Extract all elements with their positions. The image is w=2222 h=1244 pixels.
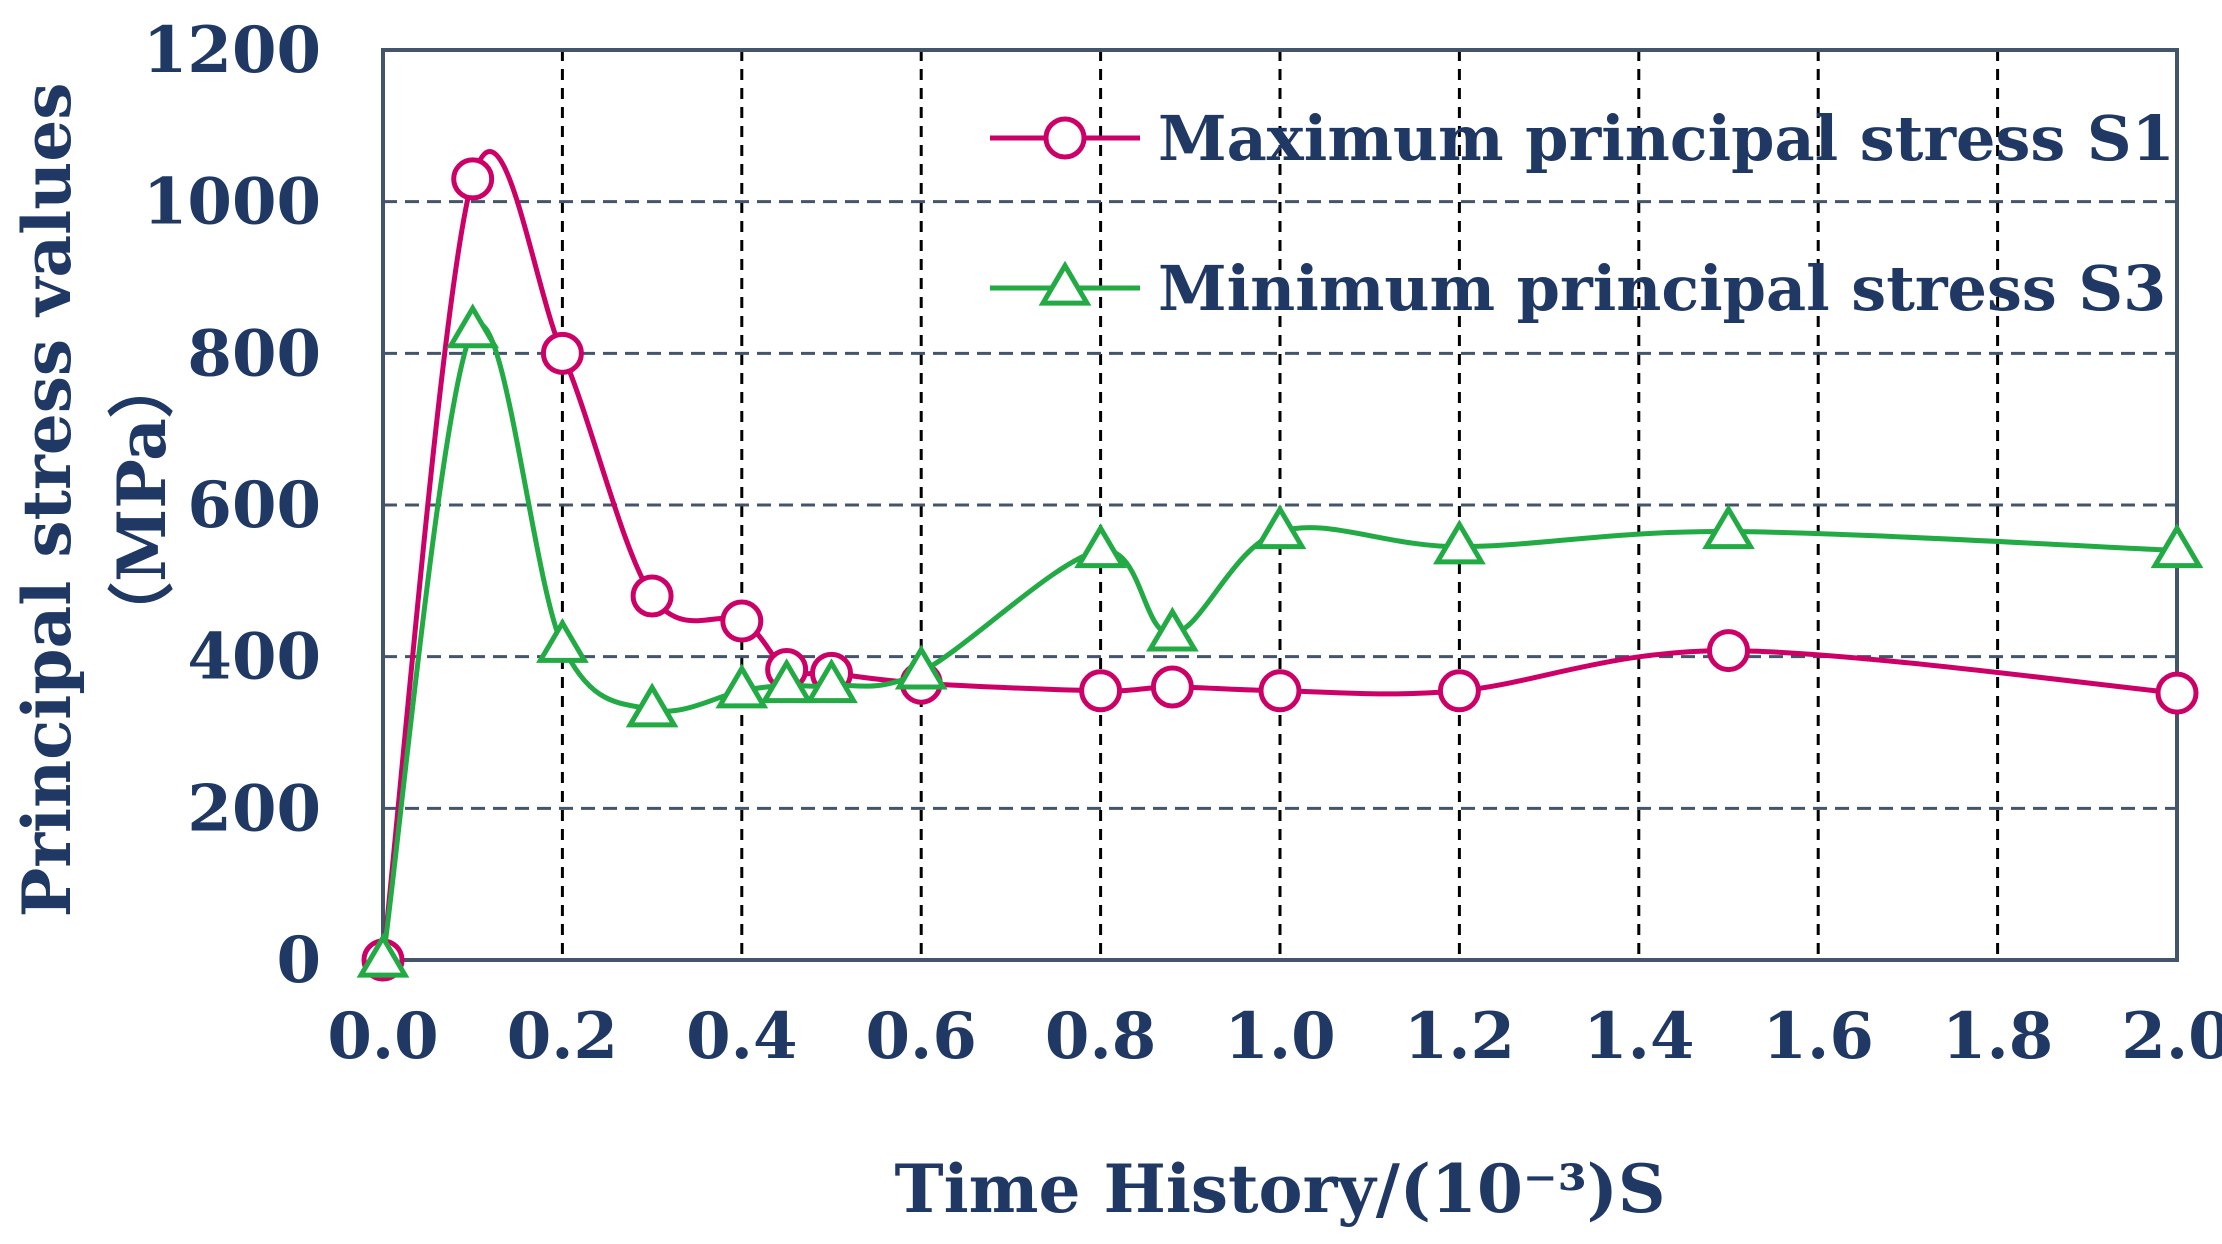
y-axis-title: Principal stress values	[8, 83, 86, 918]
data-point-triangle	[625, 682, 679, 728]
data-point-triangle	[805, 658, 858, 704]
y-tick-label: 400	[187, 620, 321, 695]
data-point-circle	[720, 599, 764, 643]
x-tick-label: 1.6	[1763, 999, 1874, 1074]
x-tick-label: 2.0	[2121, 999, 2222, 1074]
data-point-circle	[630, 574, 674, 618]
x-tick-label: 0.4	[686, 999, 797, 1074]
y-tick-label: 600	[187, 468, 321, 543]
legend-marker-triangle	[1038, 260, 1092, 306]
tick-labels: 0.0 0.2 0.4 0.6 0.8 1.0 1.2 1.4 1.6 1.8 2.0 0 200 400…	[143, 13, 2222, 1074]
data-point-triangle	[2150, 523, 2204, 569]
x-tick-label: 1.2	[1404, 999, 1515, 1074]
x-tick-label: 1.0	[1224, 999, 1335, 1074]
legend: Maximum principal stress S1 Minimum prin…	[990, 102, 2175, 325]
data-point-circle	[1437, 669, 1481, 713]
legend-marker-circle	[1043, 116, 1087, 160]
y-tick-label: 800	[187, 316, 321, 391]
y-tick-label: 0	[276, 923, 321, 998]
legend-item-s1: Maximum principal stress S1	[990, 102, 2175, 175]
data-point-triangle	[715, 663, 769, 709]
series-group	[356, 149, 2204, 982]
data-point-circle	[1150, 665, 1194, 709]
data-point-circle	[1258, 669, 1302, 713]
data-point-triangle	[536, 618, 589, 663]
data-point-triangle	[1145, 606, 1199, 652]
data-point-triangle	[894, 644, 948, 690]
x-tick-label: 1.8	[1942, 999, 2053, 1074]
x-axis-title: Time History/(10⁻³)S	[894, 1150, 1665, 1228]
x-tick-label: 0.0	[327, 999, 438, 1074]
data-point-triangle	[446, 303, 500, 349]
x-tick-label: 0.6	[866, 999, 977, 1074]
data-point-triangle	[1702, 504, 1755, 550]
y-tick-label: 1200	[143, 13, 321, 88]
legend-item-s3: Minimum principal stress S3	[990, 252, 2166, 325]
series-s3	[356, 303, 2204, 978]
data-point-triangle	[1253, 504, 1307, 550]
x-tick-label: 0.8	[1045, 999, 1156, 1074]
y-tick-label: 200	[187, 771, 321, 846]
y-tick-label: 1000	[143, 165, 321, 240]
x-tick-label: 1.4	[1583, 999, 1694, 1074]
data-point-triangle	[760, 658, 814, 704]
data-point-triangle	[1433, 519, 1486, 565]
data-point-triangle	[356, 932, 410, 978]
data-point-circle	[2155, 671, 2199, 715]
grid-lines	[383, 50, 2177, 960]
x-tick-label: 0.2	[507, 999, 618, 1074]
plot-area-border	[381, 48, 2179, 962]
data-point-circle	[1079, 669, 1123, 713]
legend-label-s3: Minimum principal stress S3	[1158, 252, 2166, 325]
data-point-circle	[540, 331, 584, 375]
data-point-triangle	[1074, 523, 1127, 569]
legend-label-s1: Maximum principal stress S1	[1158, 102, 2175, 175]
data-point-circle	[1707, 629, 1750, 673]
y-axis-unit: （MPa）	[103, 352, 181, 648]
data-point-circle	[451, 157, 495, 201]
